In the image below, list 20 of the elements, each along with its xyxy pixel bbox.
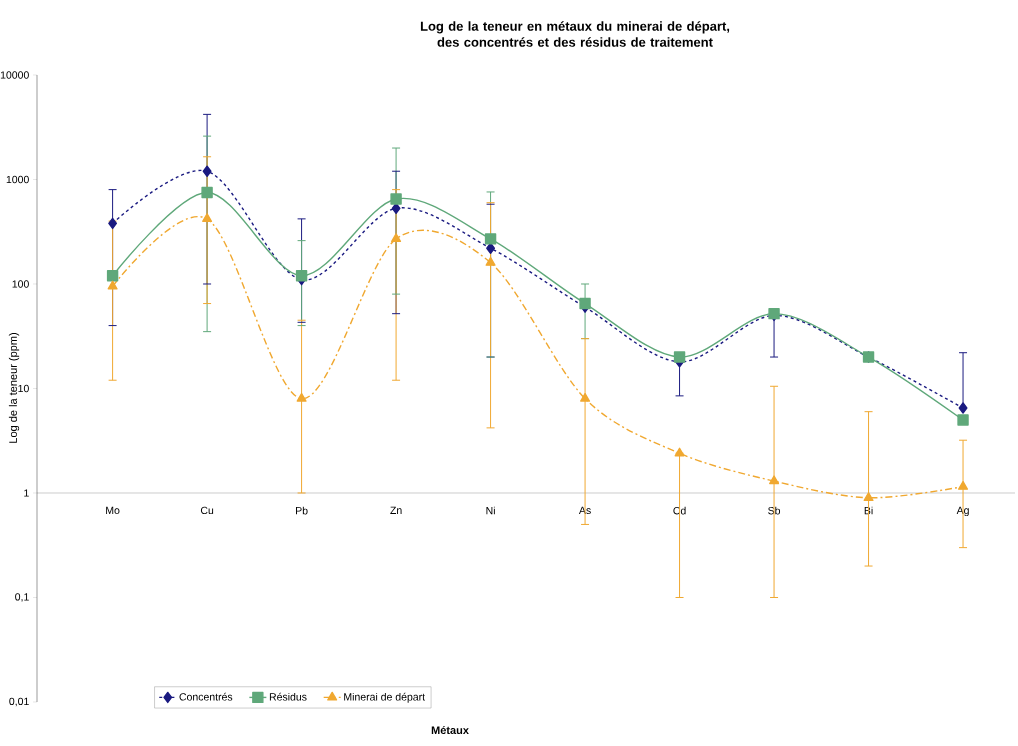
y-tick-label: 100 (12, 280, 29, 288)
y-tick-label: 0,1 (15, 593, 29, 602)
y-tick-label: 10000 (0, 71, 29, 79)
x-tick-label: As (578, 506, 591, 515)
y-tick-label: 1000 (6, 175, 29, 184)
chart-title: Log de la teneur en métaux du minerai de départ, des concentrés et des résidus de traitement (420, 21, 730, 47)
x-tick-label: Mo (106, 506, 120, 515)
x-tick-label: Ag (956, 506, 969, 517)
x-tick-label: Sb (768, 506, 781, 515)
y-tick-label: 1 (24, 489, 29, 497)
x-tick-label: Pb (296, 506, 308, 515)
legend-label: Minerai de départ (344, 692, 425, 703)
legend-label: Résidus (269, 692, 307, 701)
legend-label: Concentrés (179, 692, 233, 701)
x-axis-title: Métaux (431, 725, 469, 735)
x-tick-label: Zn (390, 506, 402, 514)
y-tick-label: 10 (18, 384, 29, 393)
x-tick-label: Cu (200, 506, 214, 515)
x-tick-label: Ni (486, 506, 495, 515)
y-tick-label: 0,01 (9, 697, 29, 707)
